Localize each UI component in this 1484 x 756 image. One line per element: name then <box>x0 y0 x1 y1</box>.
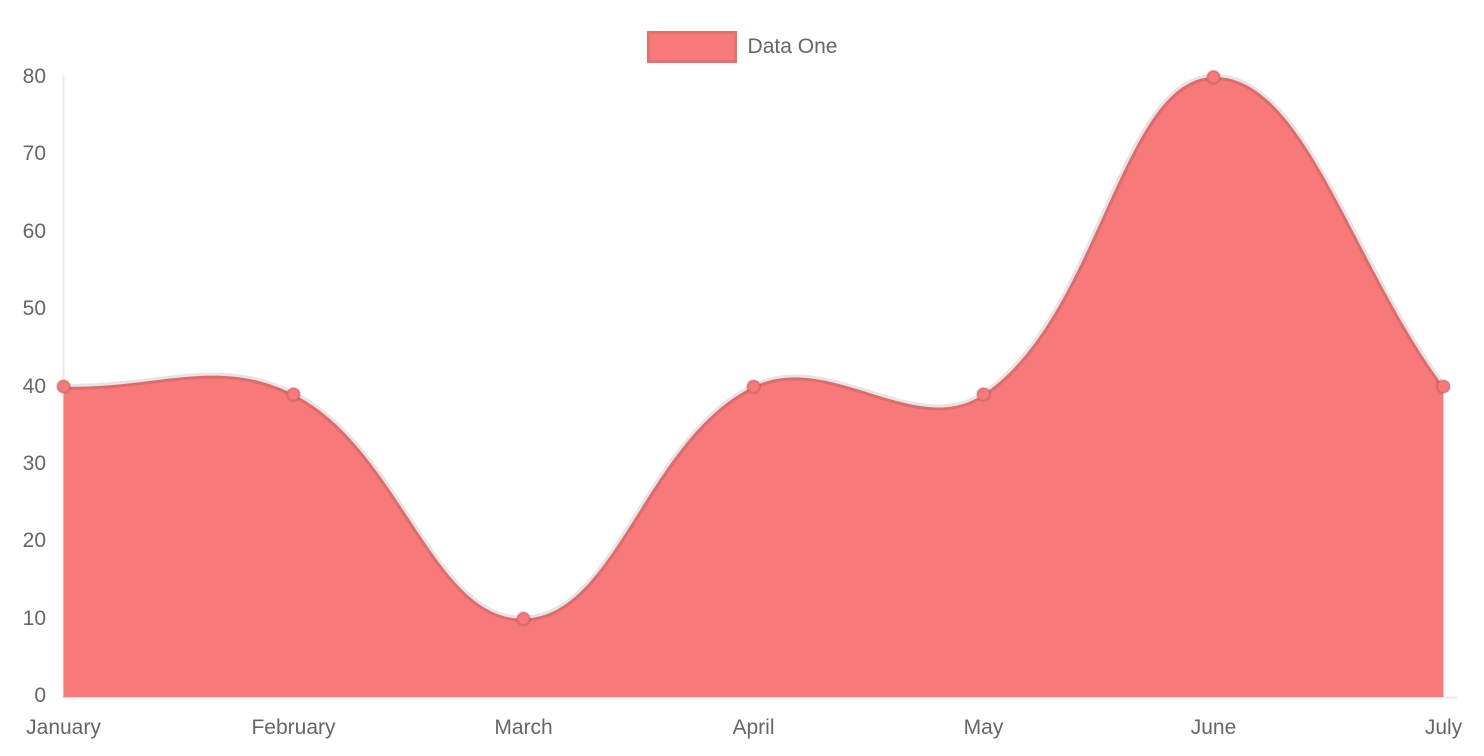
legend-label: Data One <box>747 35 838 58</box>
y-axis-tick-label: 40 <box>22 374 46 398</box>
x-axis-tick-label: May <box>963 716 1004 739</box>
data-point-july[interactable] <box>1435 378 1452 395</box>
y-axis-tick-label: 70 <box>22 142 46 166</box>
data-point-february[interactable] <box>285 386 302 402</box>
x-axis-tick-label: July <box>1424 716 1463 739</box>
y-axis-tick-label: 30 <box>22 451 46 475</box>
data-point-april[interactable] <box>745 378 762 395</box>
data-point-may[interactable] <box>975 386 992 402</box>
data-point-january[interactable] <box>55 378 72 395</box>
y-axis-tick-label: 60 <box>22 219 46 243</box>
x-axis-tick-label: April <box>732 716 775 739</box>
x-axis-tick-label: June <box>1190 716 1237 739</box>
y-axis-tick-label: 10 <box>22 606 46 630</box>
x-axis-tick-label: February <box>251 716 336 739</box>
x-axis-tick-label: March <box>494 716 553 739</box>
x-axis-tick-label: January <box>26 716 101 739</box>
y-axis-tick-label: 20 <box>22 529 46 553</box>
data-point-march[interactable] <box>515 610 532 627</box>
y-axis-tick-label: 80 <box>22 65 46 88</box>
y-axis-tick-label: 50 <box>22 297 46 321</box>
legend-item-data-one[interactable]: Data One <box>646 31 838 63</box>
y-axis-tick-label: 0 <box>34 684 46 707</box>
legend-color-swatch <box>646 31 737 63</box>
legend: Data One <box>0 31 1484 63</box>
data-point-june[interactable] <box>1205 69 1222 85</box>
line-stroke <box>60 73 1447 622</box>
